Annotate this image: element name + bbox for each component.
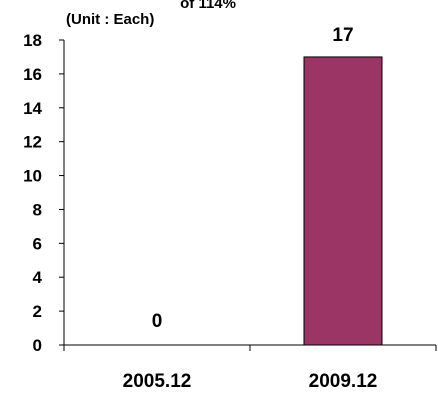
y-tick-label-8: 8 — [33, 200, 42, 219]
data-label-2005.12: 0 — [152, 311, 163, 332]
y-tick-label-12: 12 — [23, 133, 42, 152]
y-tick-label-4: 4 — [33, 268, 43, 287]
y-tick-label-10: 10 — [23, 167, 42, 186]
labels: 0 2 4 6 8 10 12 14 16 18 0 2005.12 17 2009.12 — [23, 25, 377, 392]
bar-2009.12 — [303, 56, 383, 346]
clipped-heading-text: of 114% — [180, 0, 236, 12]
y-tick-label-18: 18 — [23, 31, 42, 50]
y-tick-label-16: 16 — [23, 65, 42, 84]
category-label-2005.12: 2005.12 — [123, 371, 192, 392]
data-label-2009.12: 17 — [332, 25, 353, 46]
y-tick-label-6: 6 — [33, 234, 42, 253]
y-tick-label-0: 0 — [33, 336, 42, 355]
category-label-2009.12: 2009.12 — [309, 371, 378, 392]
bars — [303, 56, 383, 346]
y-tick-label-14: 14 — [23, 99, 42, 118]
y-tick-label-2: 2 — [33, 302, 42, 321]
unit-label: (Unit : Each) — [66, 11, 154, 28]
